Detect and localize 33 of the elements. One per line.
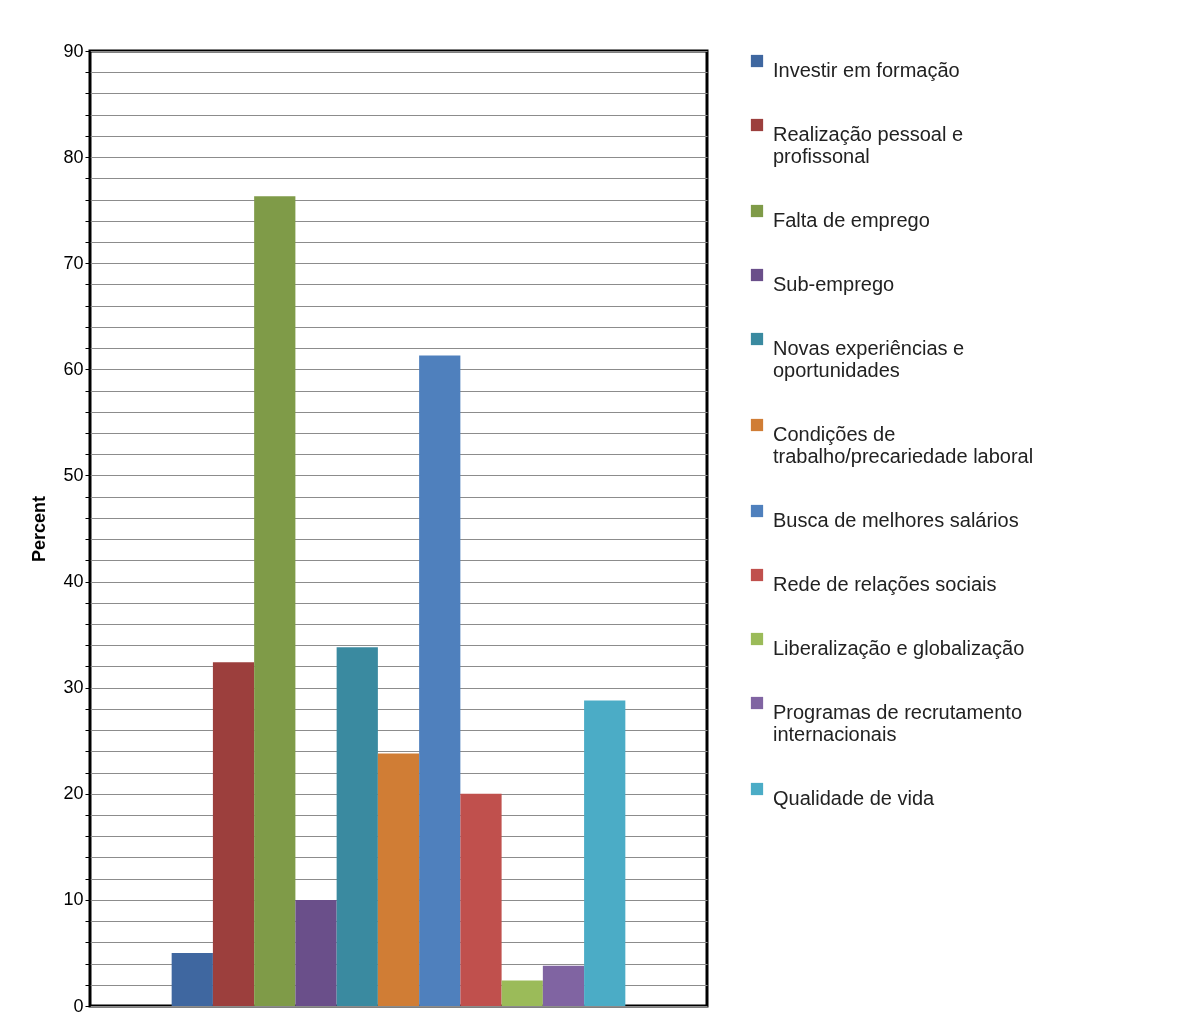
legend-label: Busca de melhores salários bbox=[773, 509, 1019, 531]
bar bbox=[212, 662, 255, 1006]
legend-label: Condições de trabalho/precariedade laboral bbox=[773, 423, 1034, 467]
legend-label: Programas de recrutamento internacionais bbox=[773, 701, 1023, 745]
legend-label: Novas experiências e oportunidades bbox=[773, 337, 965, 381]
bar bbox=[171, 952, 213, 1006]
y-tick-label: 60 bbox=[63, 358, 84, 379]
y-tick-label: 0 bbox=[73, 995, 84, 1016]
bar bbox=[542, 965, 585, 1006]
bar bbox=[584, 700, 626, 1006]
legend-label: Rede de relações sociais bbox=[773, 573, 997, 595]
legend-label: Falta de emprego bbox=[773, 209, 930, 231]
y-tick-label: 90 bbox=[63, 40, 84, 61]
y-tick-label: 80 bbox=[63, 146, 84, 167]
y-tick-label: 20 bbox=[63, 783, 84, 804]
bar bbox=[254, 196, 296, 1006]
legend-label: Qualidade de vida bbox=[773, 787, 936, 809]
bar bbox=[336, 647, 378, 1006]
y-axis-title: Percent bbox=[29, 495, 50, 563]
bar bbox=[295, 899, 337, 1006]
legend-label: Realização pessoal e profissonal bbox=[773, 123, 964, 167]
y-tick-label: 70 bbox=[63, 252, 84, 273]
bar bbox=[501, 980, 543, 1006]
legend-label: Liberalização e globalização bbox=[773, 637, 1025, 659]
y-tick-label: 30 bbox=[63, 677, 84, 698]
legend-label: Sub-emprego bbox=[773, 273, 895, 295]
legend-label: Investir em formação bbox=[773, 59, 960, 81]
y-tick-label: 40 bbox=[63, 571, 84, 592]
bar bbox=[377, 753, 420, 1006]
y-tick-label: 50 bbox=[63, 464, 84, 485]
y-tick-label: 10 bbox=[63, 889, 84, 910]
bar bbox=[419, 355, 461, 1006]
bar bbox=[460, 793, 502, 1006]
